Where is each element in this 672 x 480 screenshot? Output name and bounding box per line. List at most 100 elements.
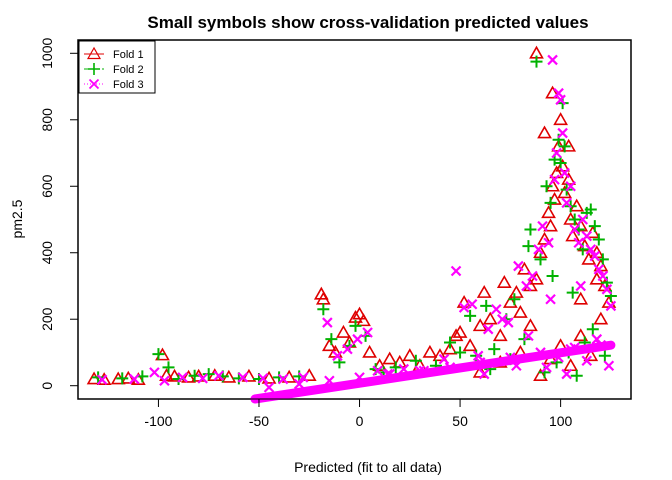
data-point: [592, 233, 605, 246]
data-point: [565, 180, 576, 192]
data-point: [601, 284, 613, 295]
data-point: [559, 167, 570, 179]
data-point: [554, 156, 567, 169]
data-point: [545, 85, 560, 99]
data-point: [605, 300, 617, 312]
data-point: [555, 94, 566, 106]
data-point: [541, 362, 552, 373]
x-axis-label: Predicted (fit to all data): [294, 459, 442, 475]
data-point: [202, 368, 215, 381]
data-point: [450, 265, 462, 277]
data-point: [162, 361, 175, 374]
data-point: [261, 370, 277, 384]
y-tick-label: 1000: [39, 38, 55, 69]
data-point: [588, 220, 601, 233]
x-tick-label: 100: [549, 413, 573, 429]
data-point: [476, 285, 492, 298]
data-point: [598, 349, 611, 362]
data-point: [444, 336, 457, 349]
legend-marker: [86, 46, 102, 60]
data-point: [586, 323, 599, 336]
data-point: [482, 323, 494, 335]
data-point: [237, 372, 249, 383]
data-point: [557, 127, 568, 139]
data-point: [438, 353, 450, 365]
data-point: [546, 270, 559, 283]
series-3-points: [96, 54, 617, 393]
data-point: [293, 378, 305, 390]
series-1-points: [86, 45, 617, 386]
legend: Fold 1 Fold 2 Fold 3: [78, 40, 156, 94]
data-point: [152, 348, 165, 361]
data-point: [480, 299, 493, 312]
data-point: [508, 293, 521, 306]
data-point: [389, 361, 402, 374]
data-point: [508, 285, 524, 298]
data-point: [537, 231, 552, 245]
data-point: [534, 253, 547, 266]
data-point: [452, 324, 468, 338]
y-axis: 0 200 400 600 800 1000: [39, 38, 79, 390]
data-point: [581, 230, 593, 242]
data-point: [496, 275, 512, 288]
data-point: [540, 180, 553, 193]
data-point: [362, 344, 377, 358]
data-point: [177, 372, 188, 383]
data-point: [549, 174, 560, 185]
data-point: [336, 324, 351, 338]
y-axis-label: pm2.5: [9, 199, 25, 238]
data-point: [593, 258, 609, 272]
data-point: [591, 333, 603, 345]
data-point: [263, 382, 275, 393]
data-point: [488, 343, 501, 356]
data-point: [492, 328, 508, 342]
data-point: [352, 333, 363, 345]
data-point: [583, 348, 599, 362]
data-point: [472, 318, 488, 332]
data-point: [601, 294, 617, 308]
x-tick-label: -100: [144, 413, 172, 429]
data-point: [402, 348, 418, 362]
y-tick-label: 800: [39, 108, 55, 132]
data-point: [593, 311, 609, 325]
data-point: [537, 220, 548, 232]
data-point: [573, 328, 589, 342]
data-point: [409, 354, 422, 367]
data-point: [561, 368, 572, 380]
legend-label: Fold 3: [113, 79, 144, 91]
data-point: [541, 205, 556, 219]
x-axis: -100 -50 0 50 100: [144, 398, 573, 429]
data-point: [569, 224, 580, 235]
data-point: [543, 218, 558, 232]
data-point: [585, 244, 597, 255]
data-point: [92, 371, 105, 384]
data-point: [277, 373, 289, 385]
data-point: [159, 375, 170, 386]
data-point: [513, 304, 528, 318]
data-point: [273, 371, 286, 384]
data-point: [570, 369, 583, 382]
data-point: [442, 341, 458, 355]
data-point: [116, 372, 129, 385]
data-point: [558, 140, 571, 153]
data-point: [575, 280, 587, 292]
legend-label: Fold 1: [113, 49, 144, 61]
data-point: [458, 302, 470, 313]
data-point: [593, 264, 605, 275]
data-point: [362, 327, 373, 338]
data-point: [332, 350, 343, 362]
x-tick-label: 0: [356, 413, 364, 429]
legend-marker: [88, 63, 100, 75]
data-point: [563, 358, 579, 372]
y-tick-label: 0: [39, 382, 55, 390]
legend-marker: [88, 78, 100, 90]
data-point: [521, 280, 532, 292]
data-point: [544, 196, 557, 209]
data-point: [297, 372, 309, 383]
data-point: [478, 368, 490, 380]
data-point: [342, 343, 353, 355]
plot-area: [77, 39, 632, 404]
data-point: [197, 373, 208, 384]
data-point: [464, 309, 477, 322]
